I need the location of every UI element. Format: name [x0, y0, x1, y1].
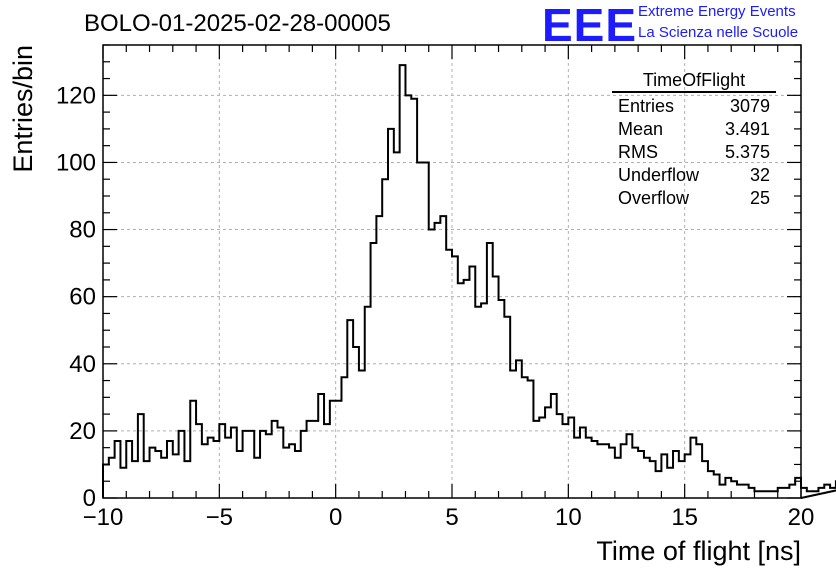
stats-row-entries: Entries 3079	[612, 95, 776, 118]
stats-value: 3.491	[724, 119, 770, 139]
grid-layer	[103, 45, 801, 498]
x-axis-label: Time of flight [ns]	[596, 536, 801, 566]
stats-label: Underflow	[618, 165, 700, 185]
stats-label: RMS	[618, 142, 658, 162]
y-tick-label: 40	[69, 351, 96, 378]
y-tick-label: 80	[69, 217, 96, 244]
x-tick-label: 5	[445, 504, 458, 531]
x-tick-label: 0	[329, 504, 342, 531]
stats-box: TimeOfFlight Entries 3079 Mean 3.491 RMS…	[612, 70, 776, 210]
run-title: BOLO-01-2025-02-28-00005	[84, 10, 391, 37]
x-tick-label: 20	[788, 504, 815, 531]
stats-value: 25	[749, 188, 770, 208]
y-tick-label: 0	[83, 485, 96, 512]
histogram-line	[102, 64, 836, 499]
stats-label: Overflow	[618, 188, 690, 208]
tick-labels: −10 −5 0 5 10 15 20 0 20 40 60 80 100 120	[56, 82, 814, 531]
stats-title: TimeOfFlight	[612, 70, 776, 93]
stats-value: 32	[749, 165, 770, 185]
stats-label: Mean	[618, 119, 664, 139]
y-tick-label: 60	[69, 284, 96, 311]
stats-row-rms: RMS 5.375	[612, 141, 776, 164]
x-tick-label: 15	[671, 504, 698, 531]
stats-label: Entries	[618, 96, 675, 116]
stats-row-underflow: Underflow 32	[612, 164, 776, 187]
x-tick-label: 10	[555, 504, 582, 531]
y-tick-label: 20	[69, 418, 96, 445]
stats-row-mean: Mean 3.491	[612, 118, 776, 141]
x-tick-label: −10	[83, 504, 124, 531]
stats-row-overflow: Overflow 25	[612, 187, 776, 210]
y-tick-label: 100	[56, 149, 96, 176]
stats-value: 3079	[729, 96, 770, 116]
x-tick-label: −5	[206, 504, 233, 531]
logo-subtitle-line2: La Scienza nelle Scuole	[638, 24, 799, 41]
y-tick-label: 120	[56, 82, 96, 109]
eee-logo: EEE	[542, 0, 638, 51]
axis-ticks	[102, 44, 802, 499]
logo-subtitle-line1: Extreme Energy Events	[638, 3, 796, 20]
stats-value: 5.375	[724, 142, 770, 162]
y-axis-label: Entries/bin	[8, 45, 38, 173]
